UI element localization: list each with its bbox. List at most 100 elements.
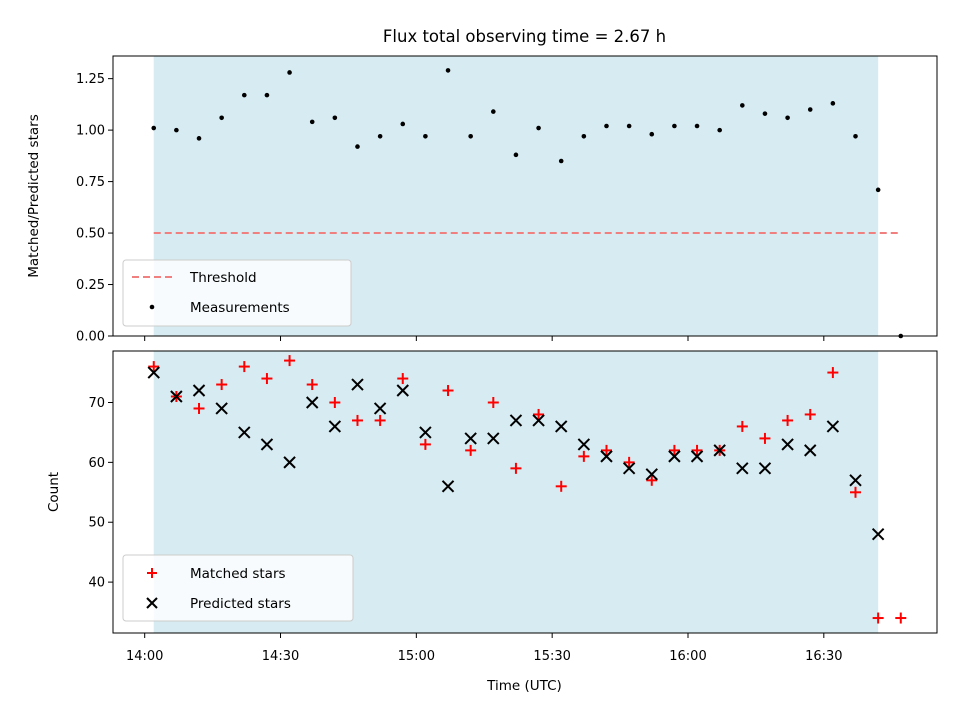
bottom-legend: Matched stars Predicted stars (122, 554, 354, 622)
top-axes-frame (112, 55, 938, 337)
predicted-star-stroke-b (192, 384, 206, 397)
top-y-ticks: 0.00 0.25 0.50 0.75 1.00 1.25 (76, 72, 113, 345)
measurement-point (853, 133, 858, 139)
predicted-star-point (532, 414, 545, 427)
matched-star-point (646, 474, 658, 486)
predicted-star-stroke-b (464, 432, 477, 445)
predicted-star-point (713, 444, 726, 457)
predicted-star-point (645, 468, 658, 481)
bottom-x-tick-label: 14:30 (262, 649, 299, 664)
predicted-star-stroke-b (622, 462, 636, 475)
measurement-point (807, 107, 813, 112)
top-y-tick-label: 0.25 (76, 278, 105, 293)
predicted-star-point (464, 432, 477, 445)
measurement-point (558, 158, 564, 164)
matched-star-point (148, 361, 160, 373)
predicted-stars-points (147, 366, 885, 541)
measurement-point (445, 68, 451, 73)
predicted-star-stroke-b (826, 420, 840, 433)
predicted-star-point (170, 390, 183, 403)
predicted-star-point (690, 450, 704, 463)
measurement-point (151, 125, 157, 131)
bottom-y-axis-label: Count (46, 472, 62, 512)
predicted-star-stroke-b (781, 438, 794, 451)
measurement-point (762, 111, 768, 116)
predicted-star-point (351, 378, 364, 391)
measurement-point (355, 144, 360, 149)
measurements-legend-label: Measurements (190, 300, 290, 316)
matched-star-point (782, 414, 794, 426)
matched-star-point (419, 438, 431, 450)
matched-star-point (872, 612, 884, 624)
bottom-x-tick-label: 15:00 (398, 649, 435, 664)
measurement-point (264, 92, 270, 98)
predicted-star-stroke-b (328, 420, 342, 433)
measurement-point (875, 187, 881, 193)
measurement-point (581, 133, 587, 139)
top-legend: Threshold Measurements (122, 259, 352, 327)
predicted-star-stroke-b (532, 414, 545, 427)
measurement-point (174, 127, 179, 133)
predicted-star-point (373, 402, 387, 415)
predicted-star-point (577, 438, 591, 451)
predicted-star-stroke-b (487, 432, 500, 445)
predicted-star-point (147, 366, 160, 379)
predicted-star-point (419, 426, 432, 439)
top-y-tick-label: 0.00 (76, 330, 105, 345)
bottom-y-ticks: 40 50 60 70 (88, 396, 113, 591)
predicted-star-stroke-b (600, 450, 613, 463)
predicted-star-stroke-b (645, 468, 658, 481)
predicted-star-stroke-b (306, 396, 319, 409)
predicted-star-point (328, 420, 342, 433)
matched-star-point (261, 373, 273, 385)
predicted-star-stroke-b (758, 462, 772, 475)
measurement-point (649, 131, 655, 137)
measurement-point (241, 92, 247, 98)
predicted-star-stroke-b (419, 426, 432, 439)
predicted-star-point (555, 420, 568, 433)
top-y-tick-label: 1.00 (76, 124, 105, 139)
measurement-point (287, 70, 292, 75)
matched-star-point (284, 355, 296, 367)
bottom-x-tick-label: 16:30 (805, 649, 842, 664)
predicted-star-point (826, 420, 840, 433)
measurement-point (513, 152, 519, 158)
matched-star-point (533, 408, 545, 420)
predicted-star-stroke-b (668, 450, 681, 463)
predicted-star-point (600, 450, 613, 463)
predicted-star-stroke-b (238, 426, 251, 439)
predicted-star-point (441, 480, 455, 493)
matched-star-point (397, 373, 409, 385)
bottom-y-tick-label: 40 (88, 576, 105, 591)
matched-stars-points (148, 355, 907, 624)
top-y-axis-label: Matched/Predicted stars (26, 114, 42, 277)
measurement-point (694, 123, 700, 129)
measurement-point (717, 127, 722, 133)
matched-star-point (216, 379, 228, 391)
predicted-star-point (736, 462, 749, 475)
matched-star-point (465, 444, 477, 456)
bottom-x-tick-label: 16:00 (669, 649, 706, 664)
predicted-star-point (487, 432, 500, 445)
matched-star-point (442, 385, 454, 397)
measurement-point (196, 136, 202, 141)
predicted-star-point (758, 462, 772, 475)
measurement-point (740, 103, 745, 108)
measurement-point (400, 121, 406, 127)
measurement-point (468, 133, 473, 139)
predicted-star-stroke-b (373, 402, 387, 415)
top-legend-box (122, 259, 352, 327)
matched-star-point (827, 367, 839, 379)
top-y-tick-label: 1.25 (76, 72, 105, 87)
matched-star-point (510, 462, 522, 474)
predicted-stars-legend-label: Predicted stars (190, 596, 291, 612)
matched-star-point (238, 361, 250, 373)
matched-star-point (329, 396, 341, 408)
predicted-star-point (192, 384, 206, 397)
predicted-star-stroke-b (577, 438, 591, 451)
measurement-points (151, 68, 904, 339)
bottom-axes-frame (112, 350, 938, 634)
chart-title: Flux total observing time = 2.67 h (383, 27, 666, 46)
measurement-point (377, 133, 383, 139)
